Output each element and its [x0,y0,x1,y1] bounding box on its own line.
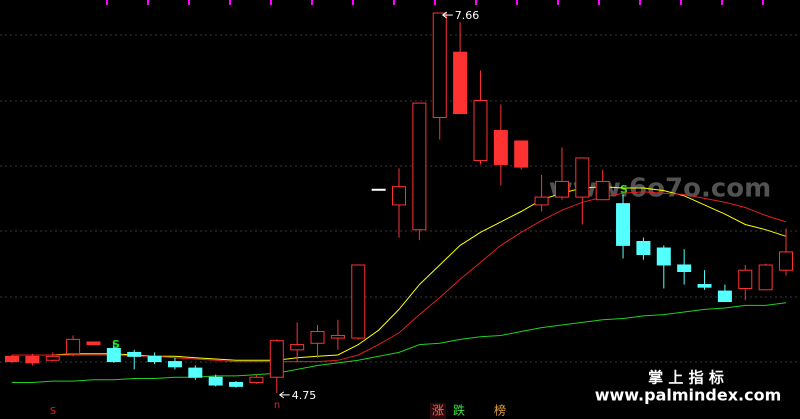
signal: S [620,183,628,196]
candle-body [249,376,264,383]
candle-body [106,348,121,363]
candle-body [290,344,305,351]
candle-body [86,341,101,346]
candle-body [534,196,549,206]
candle-body [453,51,468,115]
candle-body [575,157,590,198]
candle-body [616,203,631,246]
dividers [0,34,800,363]
candle-body [656,247,671,266]
candle-body [25,355,40,364]
candle-body [269,340,284,378]
candle-body [432,12,447,118]
footer-title: 掌 上 指 标 [648,369,724,387]
candle-body [208,376,223,386]
tab-bg [430,403,446,419]
candle-body [371,188,386,191]
annotation: 7.66 [455,9,480,22]
candle-body [758,264,773,291]
candle-body [493,130,508,165]
signal: S [50,406,56,417]
candle-body [5,355,19,363]
candle-body [392,186,406,206]
candle-body [188,367,203,378]
candle-body [330,334,345,339]
footer-url: www.palmindex.com [595,386,782,405]
ma-line [12,302,787,383]
candle-body [554,180,569,198]
candle-body [636,240,651,256]
tab[interactable]: 涨 [432,403,444,418]
candle-body [473,100,488,162]
candle-body [229,381,244,387]
annotation: 4.75 [292,389,317,402]
signal: S [112,338,120,351]
candle-body [167,361,182,368]
signal: n [274,400,280,411]
tab[interactable]: 榜 [494,403,506,418]
candle-body [779,251,793,271]
annotation-arrowhead [441,11,448,19]
annotation-arrowhead [278,391,285,399]
candle-body [595,180,610,201]
candle-body [677,264,692,273]
candle-body [66,338,81,355]
candle-body [45,355,60,361]
candle-body [738,269,753,289]
candle-body [147,355,162,363]
candle-body [351,264,366,339]
candle-body [310,331,325,344]
candle-body [697,284,712,288]
candle-body [412,102,427,231]
candle-body [127,351,142,357]
top-ticks [106,0,764,5]
tab[interactable]: 跌 [453,403,465,418]
candle-body [717,290,732,303]
candle-body [514,140,529,168]
